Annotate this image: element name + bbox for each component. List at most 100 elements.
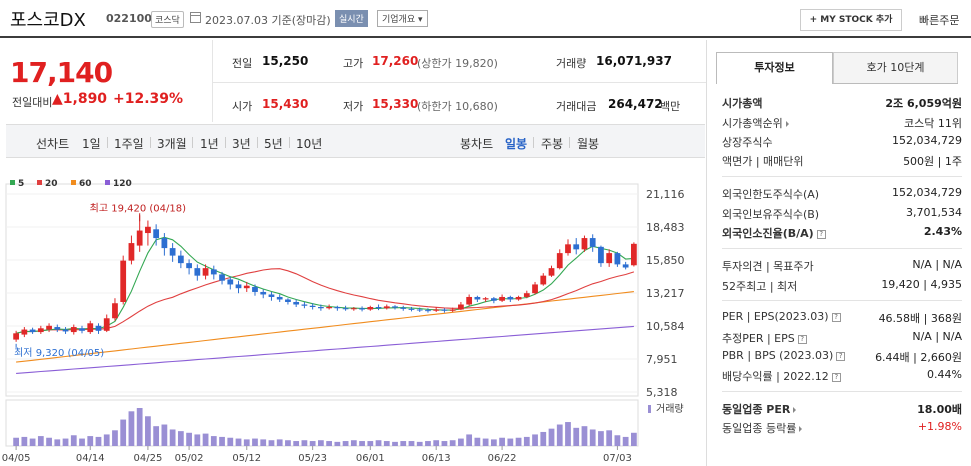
volume-bar bbox=[350, 440, 357, 446]
x-tick-label: 04/05 bbox=[2, 453, 31, 464]
help-icon[interactable]: ? bbox=[831, 312, 841, 322]
volume-bar bbox=[375, 440, 382, 446]
volume-bar bbox=[186, 432, 192, 446]
foreign-hold-value: 3,701,534 bbox=[906, 206, 962, 219]
volume-bar bbox=[317, 440, 324, 446]
candle-body bbox=[466, 296, 473, 305]
low-label: 저가 bbox=[343, 100, 364, 113]
tab-investment-info[interactable]: 투자정보 bbox=[716, 52, 833, 84]
candle-body bbox=[317, 306, 324, 309]
volume-bar bbox=[499, 437, 505, 446]
period-1y[interactable]: 1년 bbox=[200, 137, 219, 151]
help-icon[interactable]: ? bbox=[816, 229, 826, 239]
divider bbox=[833, 83, 958, 84]
x-tick-label: 06/13 bbox=[422, 453, 451, 464]
candle-body bbox=[293, 301, 300, 305]
candle-body bbox=[219, 274, 225, 281]
arrow-right-icon[interactable] bbox=[785, 121, 789, 127]
volume-bar bbox=[408, 441, 415, 446]
period-5y[interactable]: 5년 bbox=[264, 137, 283, 151]
candle-body bbox=[598, 246, 604, 264]
volume-bar bbox=[177, 431, 184, 446]
candle-body bbox=[606, 253, 613, 264]
industry-change-value: +1.98% bbox=[917, 420, 962, 433]
volume-bar bbox=[136, 408, 143, 446]
market-cap-rank-label: 시가총액순위 bbox=[722, 117, 783, 130]
volume-bar bbox=[540, 431, 547, 446]
volume-bar bbox=[29, 438, 36, 446]
volume-bar bbox=[573, 427, 580, 446]
candle-body bbox=[532, 284, 538, 294]
par-row: 액면가 | 매매단위 500원 | 1주 bbox=[722, 151, 962, 169]
divider bbox=[722, 248, 962, 249]
candle-body bbox=[46, 325, 52, 330]
candle-body bbox=[441, 309, 448, 311]
volume-bar bbox=[260, 439, 267, 446]
period-10y[interactable]: 10년 bbox=[296, 137, 323, 151]
industry-per-label: 동일업종 PER bbox=[722, 403, 791, 416]
industry-per-value: 18.00배 bbox=[917, 403, 962, 416]
help-icon[interactable]: ? bbox=[831, 372, 841, 382]
volume-bar bbox=[145, 416, 151, 446]
legend-swatch bbox=[71, 180, 76, 185]
arrow-right-icon[interactable] bbox=[793, 407, 797, 413]
add-mystock-button[interactable]: + MY STOCK 추가 bbox=[800, 9, 902, 31]
volume-bar bbox=[449, 440, 456, 446]
company-overview-button[interactable]: 기업개요 ▾ bbox=[377, 10, 428, 27]
volume-bar bbox=[622, 436, 629, 446]
y-tick-label: 7,951 bbox=[646, 353, 678, 366]
volume-bar bbox=[79, 438, 85, 446]
volume-bar bbox=[507, 438, 514, 446]
price-plot-frame bbox=[5, 183, 639, 397]
pbr-value: 6.44배 | 2,660원 bbox=[875, 351, 962, 364]
candle-chart-tab[interactable]: 봉차트 bbox=[460, 137, 494, 151]
candle-body bbox=[548, 268, 555, 276]
candle-body bbox=[614, 253, 621, 265]
period-1w[interactable]: 1주일 bbox=[114, 137, 144, 151]
stock-chart[interactable]: 21,116 18,483 15,850 13,217 10,584 7,951 5,318… bbox=[0, 170, 706, 466]
est-per-value: N/A | N/A bbox=[912, 330, 962, 343]
market-cap-rank-row: 시가총액순위 코스닥 11위 bbox=[722, 113, 962, 131]
volume-bar bbox=[301, 440, 308, 446]
y-tick-label: 10,584 bbox=[646, 320, 685, 333]
candle-body bbox=[243, 285, 250, 289]
candle-weekly[interactable]: 주봉 bbox=[541, 137, 564, 151]
volume-bar bbox=[202, 433, 209, 446]
help-icon[interactable]: ? bbox=[797, 334, 807, 344]
volume-bar bbox=[515, 437, 522, 446]
realtime-badge[interactable]: 실시간 bbox=[335, 10, 368, 27]
x-tick-label: 05/23 bbox=[298, 453, 327, 464]
quick-order-button[interactable]: 빠른주문 bbox=[919, 14, 960, 27]
candle-body bbox=[285, 299, 291, 302]
volume-bar bbox=[103, 434, 110, 446]
volume-bar bbox=[227, 437, 234, 446]
volume-bar bbox=[532, 434, 538, 446]
listed-shares-label: 상장주식수 bbox=[722, 136, 773, 149]
par-label: 액면가 | 매매단위 bbox=[722, 155, 804, 168]
volume-bar bbox=[268, 440, 275, 446]
candle-body bbox=[375, 306, 382, 309]
volume-bar bbox=[556, 424, 563, 446]
volume-bar bbox=[548, 428, 555, 446]
help-icon[interactable]: ? bbox=[836, 351, 846, 361]
period-1d[interactable]: 1일 bbox=[82, 137, 101, 151]
dividend-label: 배당수익률 | 2022.12 bbox=[722, 370, 829, 383]
line-chart-tab[interactable]: 선차트 bbox=[36, 137, 70, 151]
foreign-ratio-value: 2.43% bbox=[923, 225, 962, 238]
candle-body bbox=[252, 286, 258, 292]
candle-monthly[interactable]: 월봉 bbox=[577, 137, 600, 151]
volume-bar bbox=[112, 430, 118, 446]
arrow-right-icon[interactable] bbox=[799, 426, 803, 432]
change-value: ▲1,890 bbox=[52, 91, 108, 107]
tab-order-book[interactable]: 호가 10단계 bbox=[833, 52, 958, 84]
chart-toolbar: 선차트 1일 1주일 3개월 1년 3년 5년 10년 봉차트 일봉 주봉 월봉 bbox=[6, 124, 705, 158]
volume-bar bbox=[309, 441, 316, 446]
candle-daily[interactable]: 일봉 bbox=[505, 137, 528, 151]
period-3y[interactable]: 3년 bbox=[232, 137, 251, 151]
candle-body bbox=[161, 238, 168, 249]
candle-body bbox=[136, 230, 143, 246]
stock-code: 022100 bbox=[106, 12, 152, 25]
period-3m[interactable]: 3개월 bbox=[157, 137, 187, 151]
candle-body bbox=[95, 325, 102, 331]
prev-value: 15,250 bbox=[262, 54, 309, 68]
